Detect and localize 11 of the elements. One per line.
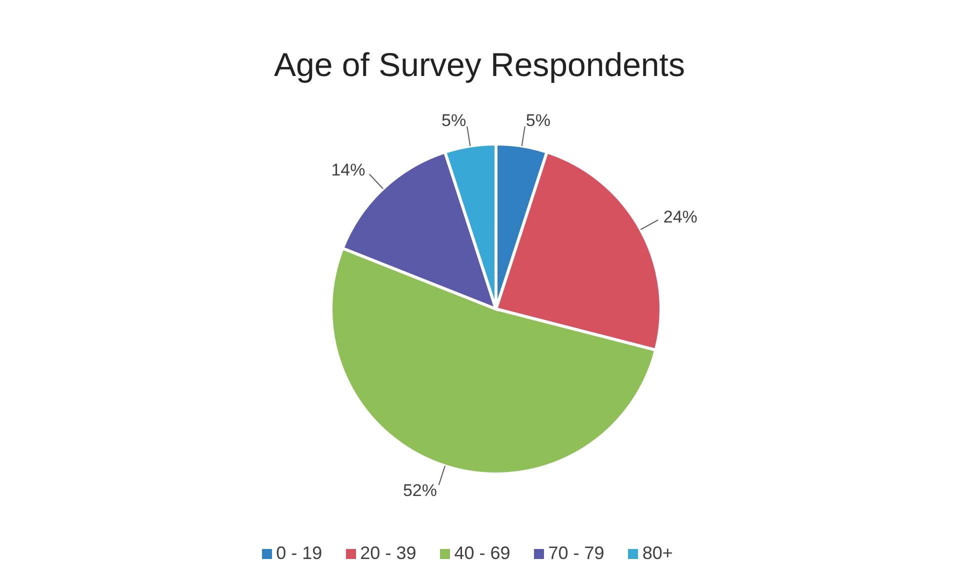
data-label: 5% [442,110,466,130]
legend-label: 20 - 39 [360,543,416,563]
data-label: 24% [663,207,698,226]
data-label: 52% [402,481,437,500]
chart-title: Age of Survey Respondents [273,46,686,84]
legend-label: 80+ [642,543,673,563]
data-label: 5% [526,110,550,130]
legend-label: 70 - 79 [548,543,604,563]
legend-label: 0 - 19 [276,543,322,563]
data-label: 14% [331,160,366,180]
legend-label: 40 - 69 [454,543,510,563]
